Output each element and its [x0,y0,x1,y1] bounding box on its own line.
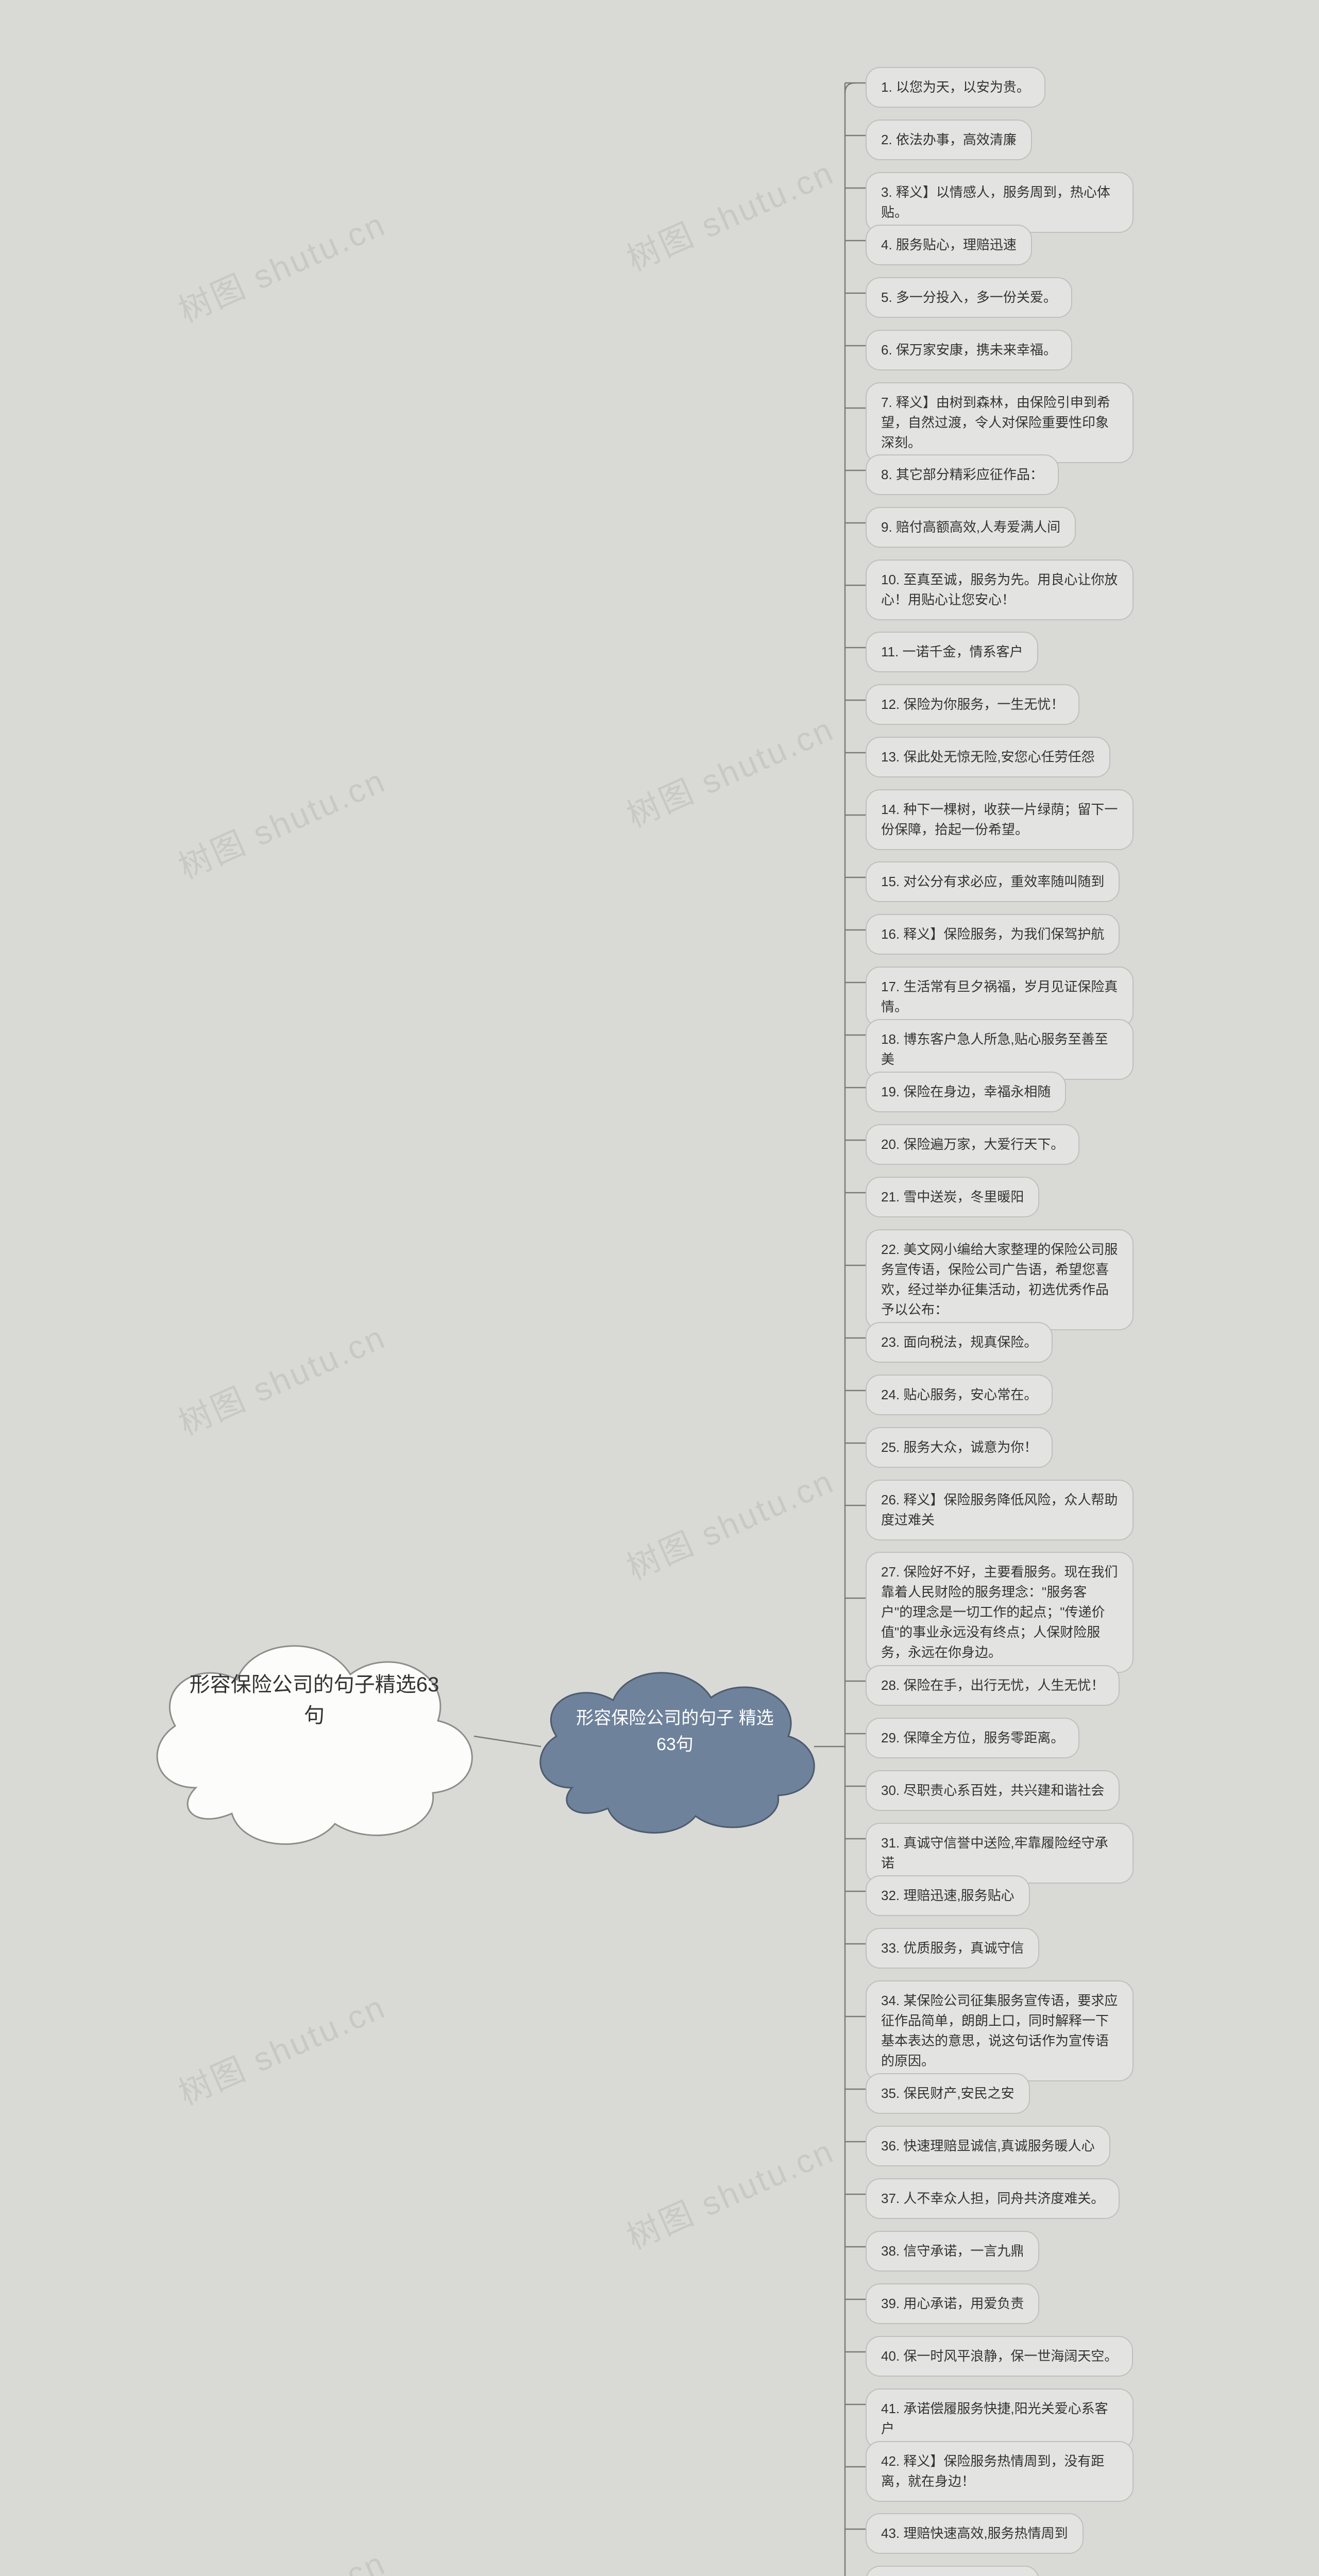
leaf-node[interactable]: 15. 对公分有求必应，重效率随叫随到 [866,861,1120,902]
leaf-node[interactable]: 42. 释义】保险服务热情周到，没有距离，就在身边！ [866,2441,1134,2502]
watermark: 树图 shutu.cn [170,198,393,332]
leaf-node[interactable]: 39. 用心承诺，用爱负责 [866,2283,1039,2324]
leaf-node[interactable]: 29. 保障全方位，服务零距离。 [866,1718,1079,1758]
leaf-node[interactable]: 3. 释义】以情感人，服务周到，热心体贴。 [866,172,1134,233]
watermark: 树图 shutu.cn [618,703,841,837]
leaf-node[interactable]: 22. 美文网小编给大家整理的保险公司服务宣传语，保险公司广告语，希望您喜欢，经… [866,1229,1134,1330]
root-node[interactable]: 形容保险公司的句子精选63句 [134,1613,495,1860]
leaf-node[interactable]: 35. 保民财产,安民之安 [866,2073,1030,2114]
leaf-node[interactable]: 34. 某保险公司征集服务宣传语，要求应征作品简单，朗朗上口，同时解释一下基本表… [866,1980,1134,2081]
leaf-node[interactable]: 31. 真诚守信誉中送险,牢靠履险经守承诺 [866,1823,1134,1884]
watermark: 树图 shutu.cn [170,1311,393,1445]
leaf-node[interactable]: 5. 多一分投入，多一份关爱。 [866,277,1072,318]
center-node-title: 形容保险公司的句子 精选63句 [567,1705,783,1758]
watermark: 树图 shutu.cn [618,146,841,280]
mindmap-canvas: 形容保险公司的句子精选63句 形容保险公司的句子 精选63句 1. 以您为天，以… [0,0,1319,2576]
leaf-node[interactable]: 41. 承诺偿履服务快捷,阳光关爱心系客户 [866,2388,1134,2449]
leaf-node[interactable]: 30. 尽职责心系百姓，共兴建和谐社会 [866,1770,1120,1811]
leaf-node[interactable]: 27. 保险好不好，主要看服务。现在我们靠着人民财险的服务理念："服务客户"的理… [866,1552,1134,1673]
leaf-node[interactable]: 6. 保万家安康，携未来幸福。 [866,330,1072,370]
leaf-node[interactable]: 43. 理赔快速高效,服务热情周到 [866,2513,1084,2554]
leaf-node[interactable]: 20. 保险遍万家，大爱行天下。 [866,1124,1079,1165]
center-node[interactable]: 形容保险公司的句子 精选63句 [520,1649,830,1844]
leaf-node[interactable]: 25. 服务大众，诚意为你！ [866,1427,1053,1468]
leaf-node[interactable]: 24. 贴心服务，安心常在。 [866,1375,1053,1415]
leaf-node[interactable]: 21. 雪中送炭，冬里暖阳 [866,1177,1039,1217]
leaf-node[interactable]: 2. 依法办事，高效清廉 [866,120,1032,160]
leaf-node[interactable]: 11. 一诺千金，情系客户 [866,632,1038,672]
leaf-node[interactable]: 8. 其它部分精彩应征作品： [866,454,1059,495]
leaf-node[interactable]: 32. 理赔迅速,服务贴心 [866,1875,1030,1916]
leaf-node[interactable]: 16. 释义】保险服务，为我们保驾护航 [866,914,1120,955]
watermark: 树图 shutu.cn [618,1455,841,1589]
leaf-node[interactable]: 9. 赔付高额高效,人寿爱满人间 [866,507,1076,548]
watermark: 树图 shutu.cn [170,754,393,888]
leaf-node[interactable]: 26. 释义】保险服务降低风险，众人帮助度过难关 [866,1480,1134,1540]
watermark: 树图 shutu.cn [170,1980,393,2114]
root-cloud-shape [134,1613,495,1860]
leaf-node[interactable]: 10. 至真至诚，服务为先。用良心让你放心！用贴心让您安心！ [866,560,1134,620]
leaf-node[interactable]: 19. 保险在身边，幸福永相随 [866,1072,1066,1112]
leaf-node[interactable]: 12. 保险为你服务，一生无忧！ [866,684,1079,725]
leaf-node[interactable]: 36. 快速理赔显诚信,真诚服务暖人心 [866,2126,1110,2166]
root-node-title: 形容保险公司的句子精选63句 [180,1669,448,1731]
leaf-node[interactable]: 1. 以您为天，以安为贵。 [866,67,1045,108]
leaf-node[interactable]: 33. 优质服务，真诚守信 [866,1928,1039,1969]
leaf-node[interactable]: 28. 保险在手，出行无忧，人生无忧！ [866,1665,1120,1706]
leaf-node[interactable]: 7. 释义】由树到森林，由保险引申到希望，自然过渡，令人对保险重要性印象深刻。 [866,382,1134,463]
leaf-node[interactable]: 38. 信守承诺，一言九鼎 [866,2231,1039,2272]
leaf-node[interactable]: 37. 人不幸众人担，同舟共济度难关。 [866,2178,1120,2219]
leaf-node[interactable]: 23. 面向税法，规真保险。 [866,1322,1053,1363]
leaf-node[interactable]: 18. 博东客户急人所急,贴心服务至善至美 [866,1019,1134,1080]
leaf-node[interactable]: 44. 无私奉献，细致贴心 [866,2566,1039,2576]
leaf-node[interactable]: 40. 保一时风平浪静，保一世海阔天空。 [866,2336,1133,2377]
leaf-node[interactable]: 17. 生活常有旦夕祸福，岁月见证保险真情。 [866,967,1134,1027]
leaf-node[interactable]: 14. 种下一棵树，收获一片绿荫；留下一份保障，拾起一份希望。 [866,789,1134,850]
watermark: 树图 shutu.cn [170,2537,393,2576]
leaf-node[interactable]: 13. 保此处无惊无险,安您心任劳任怨 [866,737,1110,777]
leaf-node[interactable]: 4. 服务贴心，理赔迅速 [866,225,1032,265]
watermark: 树图 shutu.cn [618,2125,841,2259]
